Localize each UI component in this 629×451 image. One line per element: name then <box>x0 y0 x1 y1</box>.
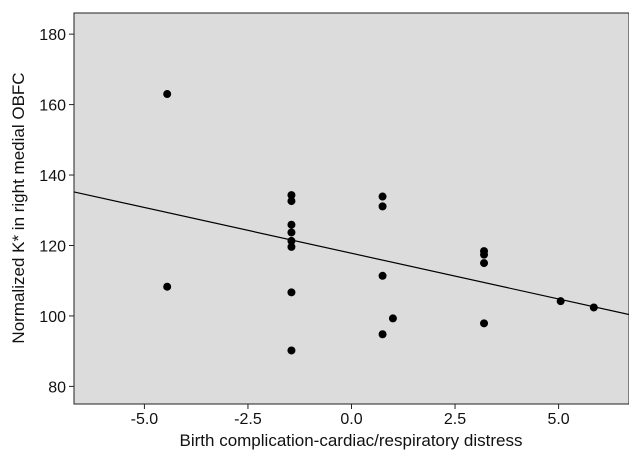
x-tick-label: 5.0 <box>547 411 569 428</box>
data-point <box>163 282 172 291</box>
data-point <box>480 259 489 268</box>
data-point <box>480 319 489 328</box>
y-tick-label: 100 <box>39 309 66 326</box>
data-point <box>287 220 296 229</box>
y-tick-label: 120 <box>39 238 66 255</box>
data-point <box>163 90 172 99</box>
x-tick-label: 2.5 <box>444 411 466 428</box>
data-point <box>287 288 296 297</box>
fit-line-layer <box>73 191 629 316</box>
y-tick-label: 160 <box>39 98 66 115</box>
data-point <box>378 330 387 339</box>
data-point <box>287 236 296 245</box>
x-tick-label: 0.0 <box>340 411 362 428</box>
data-point <box>589 303 598 312</box>
data-point <box>556 297 565 306</box>
data-point <box>287 242 296 251</box>
y-tick-label: 80 <box>48 379 66 396</box>
x-tick-label: -2.5 <box>234 411 262 428</box>
y-axis-title: Normalized K* in right medial OBFC <box>9 72 28 343</box>
data-point <box>287 191 296 200</box>
regression-line <box>73 191 629 316</box>
y-tick-label: 140 <box>39 168 66 185</box>
data-point <box>287 228 296 237</box>
data-points <box>163 90 598 355</box>
data-point <box>378 192 387 201</box>
x-axis-title: Birth complication-cardiac/respiratory d… <box>180 431 523 450</box>
data-point <box>388 314 397 323</box>
plot-area <box>73 12 629 405</box>
axis-ticks <box>69 33 560 409</box>
data-point <box>480 250 489 259</box>
y-tick-label: 180 <box>39 27 66 44</box>
data-point <box>287 346 296 355</box>
data-point <box>287 197 296 206</box>
x-tick-label: -5.0 <box>131 411 159 428</box>
tick-labels: -5.0 -2.5 0.0 2.5 5.0 80 100 120 140 160 180 <box>39 27 570 428</box>
data-point <box>378 271 387 280</box>
data-point <box>378 202 387 211</box>
